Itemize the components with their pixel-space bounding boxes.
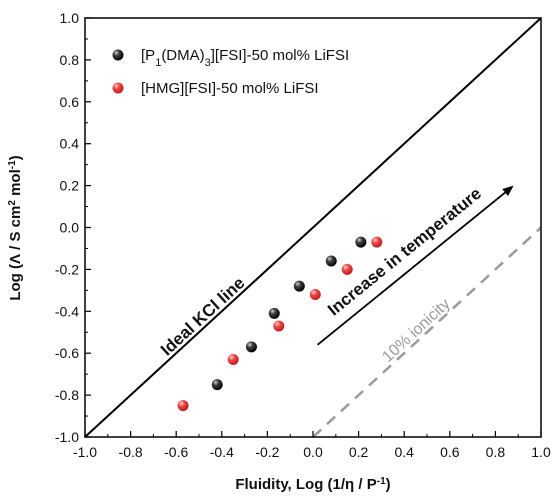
y-tick-label: -0.6 xyxy=(55,345,79,361)
legend-label-hmg: [HMG][FSI]-50 mol% LiFSI xyxy=(141,80,319,97)
y-tick-label: -0.4 xyxy=(55,303,79,319)
x-tick-label: -0.8 xyxy=(119,444,143,460)
series-1-point-3 xyxy=(309,289,321,301)
legend-marker-hmg xyxy=(112,82,124,94)
x-tick-label: 0.2 xyxy=(349,444,369,460)
series-1-point-0 xyxy=(177,400,189,412)
y-tick-label: 0.0 xyxy=(60,220,80,236)
x-tick-label: 0.0 xyxy=(303,444,323,460)
x-tick-label: -1.0 xyxy=(73,444,97,460)
reference-lines xyxy=(85,18,541,437)
reference-line-1 xyxy=(312,226,541,437)
x-axis-title: Fluidity, Log (1/η / P-1) xyxy=(235,476,390,494)
x-tick-label: 0.6 xyxy=(440,444,460,460)
ionicity-line-label: 10% ionicity xyxy=(379,296,453,366)
y-tick-label: 0.6 xyxy=(60,94,80,110)
axis-ticks: -1.0 -0.8 -0.6 -0.4 -0.2 0.0 0.2 0.4 0.6 0.8 1.0 -1… xyxy=(55,10,551,460)
y-tick-label: -1.0 xyxy=(55,429,79,445)
x-tick-label: -0.2 xyxy=(255,444,279,460)
x-tick-label: 0.8 xyxy=(486,444,506,460)
temperature-arrow-shaft xyxy=(316,191,506,346)
series-1-point-5 xyxy=(371,236,383,248)
y-tick-label: 0.2 xyxy=(60,178,80,194)
y-axis-title: Log (Λ / S cm2 mol-1) xyxy=(7,155,25,300)
temperature-arrow-head xyxy=(502,185,514,197)
series-0-point-4 xyxy=(325,255,337,267)
series-0-point-5 xyxy=(355,236,367,248)
data-points xyxy=(177,236,383,412)
y-tick-label: 1.0 xyxy=(60,10,80,26)
temperature-annotation: Increase in temperature xyxy=(324,184,485,320)
legend-marker-p1dma3 xyxy=(112,49,124,61)
series-0-point-1 xyxy=(245,341,257,353)
series-0-point-0 xyxy=(211,379,223,391)
legend: [P1(DMA)3][FSI]-50 mol% LiFSI [HMG][FSI]… xyxy=(112,47,349,97)
series-1-point-2 xyxy=(273,320,285,332)
ideal-kcl-line-label: Ideal KCl line xyxy=(157,273,248,359)
temperature-arrow xyxy=(316,185,514,346)
legend-label-p1dma3: [P1(DMA)3][FSI]-50 mol% LiFSI xyxy=(141,47,349,69)
reference-line-0 xyxy=(85,18,541,437)
series-0-point-3 xyxy=(293,280,305,292)
x-tick-label: 0.4 xyxy=(394,444,414,460)
y-tick-label: 0.4 xyxy=(60,136,80,152)
x-tick-label: 1.0 xyxy=(531,444,551,460)
series-1-point-1 xyxy=(227,353,239,365)
series-1-point-4 xyxy=(341,263,353,275)
y-tick-label: 0.8 xyxy=(60,52,80,68)
y-tick-label: -0.8 xyxy=(55,387,79,403)
x-tick-label: -0.6 xyxy=(164,444,188,460)
y-tick-label: -0.2 xyxy=(55,261,79,277)
series-0-point-2 xyxy=(268,307,280,319)
x-tick-label: -0.4 xyxy=(210,444,234,460)
